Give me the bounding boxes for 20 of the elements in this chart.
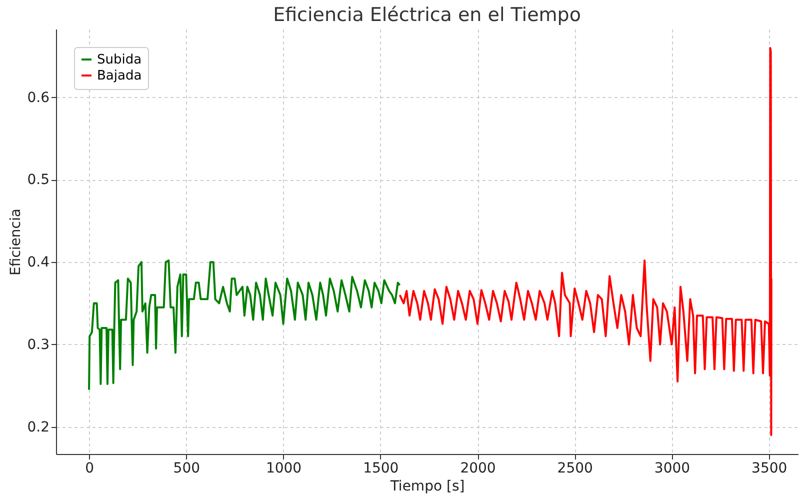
y-axis-title: Eficiencia [8, 208, 24, 276]
legend-label: Bajada [97, 68, 142, 84]
line-series [88, 259, 401, 391]
chart-title: Eficiencia Eléctrica en el Tiempo [273, 4, 581, 26]
y-tick-label: 0.5 [27, 172, 50, 188]
x-tick-label: 1500 [363, 460, 399, 476]
x-tick-label: 2500 [557, 460, 593, 476]
x-tick-label: 500 [173, 460, 200, 476]
x-tick-label: 3000 [654, 460, 690, 476]
x-tick-label: 0 [85, 460, 94, 476]
line-series [398, 46, 772, 436]
y-tick-label: 0.6 [27, 90, 50, 106]
x-tick-label: 2000 [460, 460, 496, 476]
x-tick-label: 1000 [266, 460, 302, 476]
x-axis-title: Tiempo [s] [389, 478, 465, 494]
y-tick-label: 0.2 [27, 419, 50, 436]
x-tick-label: 3500 [752, 460, 788, 476]
legend-label: Subida [97, 52, 142, 68]
y-tick-label: 0.3 [27, 336, 50, 353]
y-tick-label: 0.4 [27, 254, 50, 271]
